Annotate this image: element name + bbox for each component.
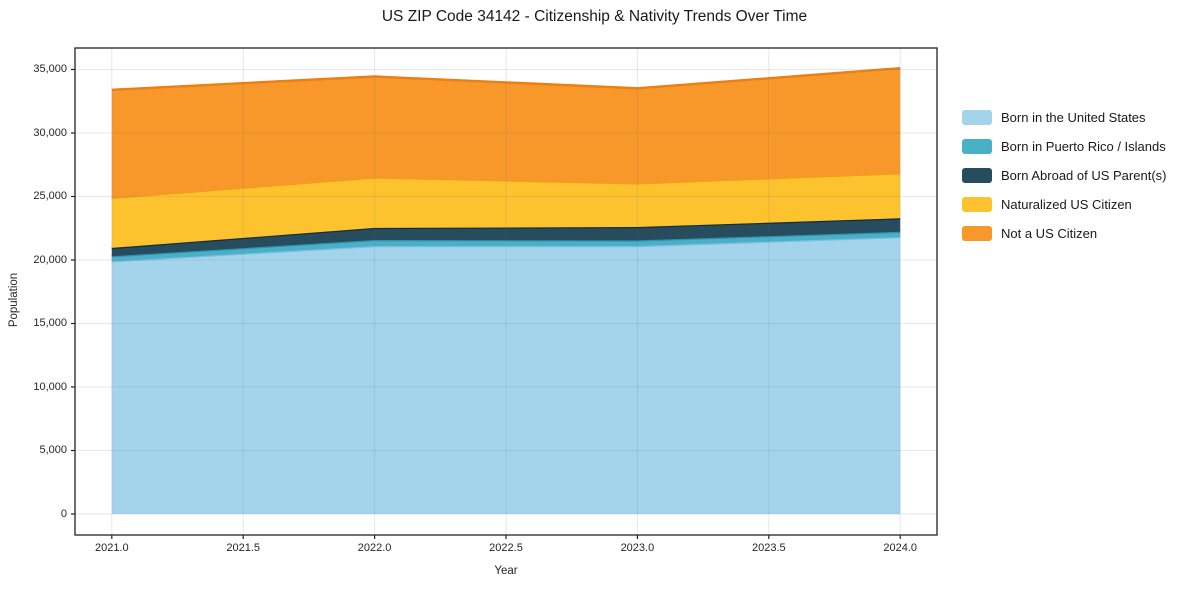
y-tick-label: 0	[60, 507, 67, 520]
legend-item: Born Abroad of US Parent(s)	[962, 161, 1166, 190]
legend-item: Born in Puerto Rico / Islands	[962, 132, 1166, 161]
y-tick-label: 30,000	[33, 126, 67, 139]
y-tick-label: 35,000	[33, 63, 67, 75]
legend-item: Not a US Citizen	[962, 219, 1166, 248]
area-series-4-edge	[111, 67, 901, 91]
area-series-2	[111, 218, 901, 257]
legend-label: Naturalized US Citizen	[1001, 197, 1132, 212]
y-tick-label: 15,000	[33, 317, 67, 329]
y-tick-label: 5,000	[39, 444, 67, 456]
plot-border	[74, 47, 938, 536]
y-tick-label: 10,000	[33, 380, 67, 393]
x-tick-label: 2023.5	[751, 542, 786, 554]
y-tick-label: 25,000	[33, 190, 67, 202]
legend-item: Naturalized US Citizen	[962, 190, 1166, 219]
legend-swatch-born-abroad	[962, 168, 992, 183]
legend-swatch-naturalized	[962, 197, 992, 212]
stacked-areas	[111, 67, 901, 514]
x-axis-label: Year	[494, 565, 518, 577]
legend-swatch-puerto-rico	[962, 139, 992, 154]
gridlines	[75, 48, 937, 535]
legend-label: Born Abroad of US Parent(s)	[1001, 168, 1167, 183]
y-tick-label: 20,000	[33, 253, 67, 266]
legend-label: Born in Puerto Rico / Islands	[1001, 139, 1166, 154]
legend-swatch-not-citizen	[962, 226, 992, 241]
x-tick-label: 2022.5	[489, 542, 523, 554]
area-series-4	[111, 68, 901, 198]
legend-item: Born in the United States	[962, 103, 1166, 132]
x-tick-label: 2021.0	[94, 542, 129, 554]
x-tick-label: 2024.0	[883, 542, 918, 554]
legend-label: Not a US Citizen	[1001, 226, 1098, 241]
area-series-0	[111, 237, 901, 514]
x-tick-label: 2021.5	[226, 542, 261, 554]
chart-title: US ZIP Code 34142 - Citizenship & Nativi…	[381, 8, 808, 25]
y-axis-label: Population	[8, 272, 20, 328]
area-series-3-edge	[111, 172, 901, 199]
legend-label: Born in the United States	[1001, 110, 1146, 125]
tick-marks	[71, 68, 901, 539]
area-series-3	[111, 173, 901, 248]
legend-swatch-born-us	[962, 110, 992, 125]
legend: Born in the United States Born in Puerto…	[962, 103, 1166, 248]
x-tick-label: 2023.0	[620, 542, 655, 554]
x-tick-label: 2022.0	[357, 542, 392, 554]
